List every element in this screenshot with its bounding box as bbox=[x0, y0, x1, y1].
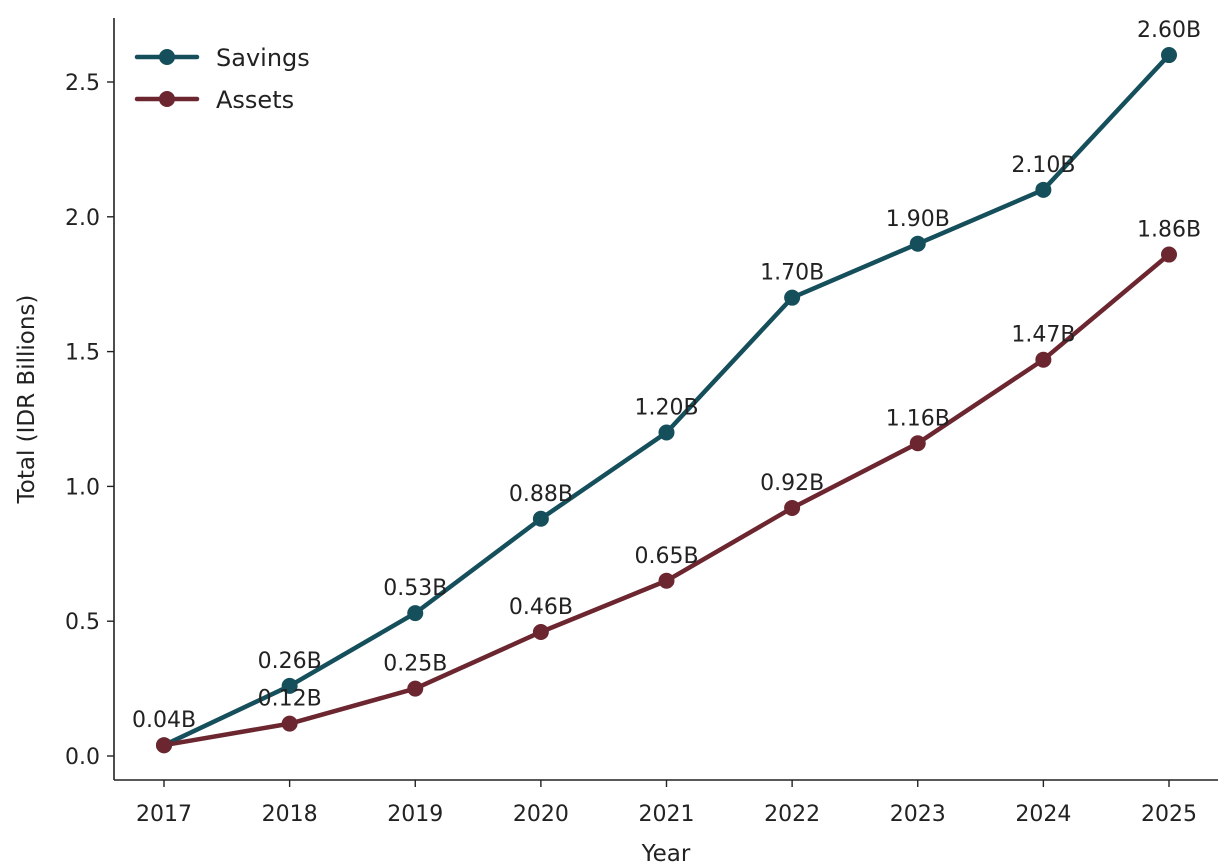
x-tick-label: 2023 bbox=[890, 802, 946, 827]
y-tick-label: 2.5 bbox=[65, 71, 100, 96]
series bbox=[156, 47, 1177, 754]
data-point-savings bbox=[281, 677, 298, 694]
data-label-assets: 0.25B bbox=[383, 652, 447, 677]
data-point-assets bbox=[532, 623, 549, 640]
legend-label-savings: Savings bbox=[216, 44, 310, 72]
data-point-assets bbox=[156, 737, 172, 754]
y-tick-label: 2.0 bbox=[65, 206, 100, 231]
data-point-savings bbox=[1161, 47, 1177, 64]
y-tick-label: 1.5 bbox=[65, 341, 100, 366]
data-label-assets: 0.12B bbox=[258, 687, 322, 712]
data-point-assets bbox=[1035, 351, 1052, 368]
data-label-savings: 1.70B bbox=[760, 261, 824, 286]
x-axis-label: Year bbox=[641, 841, 691, 865]
data-label-assets: 1.86B bbox=[1137, 218, 1201, 243]
legend: Savings Assets bbox=[134, 44, 310, 114]
data-point-assets bbox=[909, 435, 926, 452]
data-label-savings: 0.53B bbox=[383, 576, 447, 601]
data-label-savings: 0.26B bbox=[258, 649, 322, 674]
x-tick-label: 2024 bbox=[1015, 802, 1071, 827]
data-label-savings: 1.90B bbox=[886, 207, 950, 232]
x-tick-label: 2020 bbox=[513, 802, 569, 827]
data-label-savings: 2.10B bbox=[1011, 153, 1075, 178]
y-tick-label: 0.0 bbox=[65, 745, 100, 770]
data-label-savings: 0.88B bbox=[509, 482, 573, 507]
data-point-assets bbox=[658, 572, 675, 589]
x-tick-label: 2021 bbox=[639, 802, 695, 827]
data-point-savings bbox=[909, 235, 926, 252]
data-point-savings bbox=[658, 424, 675, 441]
data-labels: 0.04B 0.26B 0.53B 0.88B 1.20B 1.70B 1.90B 2.10B… bbox=[132, 18, 1201, 733]
data-point-assets bbox=[784, 499, 801, 516]
legend-marker-assets bbox=[159, 91, 175, 107]
data-label-assets: 0.92B bbox=[760, 471, 824, 496]
x-tick-label: 2017 bbox=[136, 802, 192, 827]
data-label-savings: 2.60B bbox=[1137, 18, 1201, 43]
data-label-assets: 0.46B bbox=[509, 595, 573, 620]
x-tick-label: 2019 bbox=[387, 802, 443, 827]
y-axis-label: Total (IDR Billions) bbox=[14, 295, 40, 505]
y-tick-label: 0.5 bbox=[65, 610, 100, 635]
data-point-assets bbox=[281, 715, 298, 732]
data-point-savings bbox=[1035, 181, 1052, 198]
x-tick-label: 2018 bbox=[262, 802, 318, 827]
legend-marker-savings bbox=[159, 49, 175, 65]
data-point-assets bbox=[407, 680, 424, 697]
data-label-assets: 1.47B bbox=[1011, 323, 1075, 348]
data-point-savings bbox=[784, 289, 801, 306]
x-tick-label: 2022 bbox=[764, 802, 820, 827]
data-label-savings: 0.04B bbox=[132, 708, 196, 733]
data-label-assets: 0.65B bbox=[634, 544, 698, 569]
data-point-assets bbox=[1161, 246, 1177, 263]
data-point-savings bbox=[532, 510, 549, 527]
ticks: 0.0 0.5 1.0 1.5 2.0 2.5 2017 2018 2019 2020 2021 20… bbox=[65, 71, 1197, 827]
data-label-savings: 1.20B bbox=[634, 395, 698, 420]
y-tick-label: 1.0 bbox=[65, 475, 100, 500]
data-label-assets: 1.16B bbox=[886, 406, 950, 431]
legend-label-assets: Assets bbox=[216, 86, 294, 114]
x-tick-label: 2025 bbox=[1141, 802, 1197, 827]
data-point-savings bbox=[407, 605, 424, 622]
